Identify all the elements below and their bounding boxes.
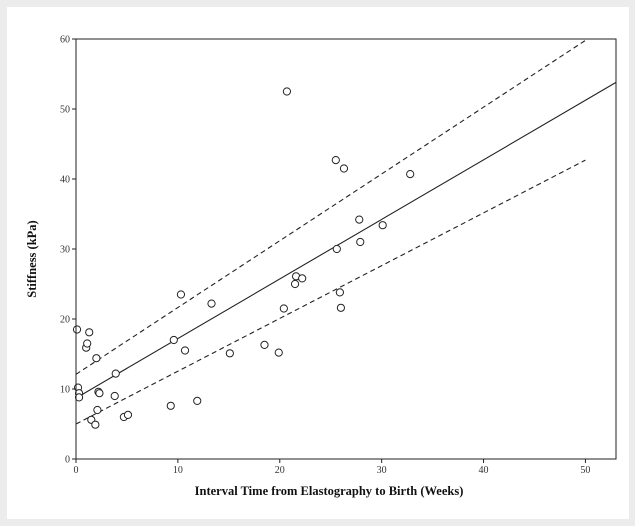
data-point xyxy=(92,354,101,363)
chart-panel: 0 10 20 30 40 50 0 10 20 30 40 50 60 Interval Time f… xyxy=(7,7,629,519)
data-point xyxy=(110,391,119,401)
data-point xyxy=(111,369,120,378)
data-point-group xyxy=(72,87,415,429)
y-tick-label: 40 xyxy=(60,175,70,186)
axes-group: 0 10 20 30 40 50 0 10 20 30 40 50 60 xyxy=(60,35,617,476)
data-point xyxy=(193,396,202,405)
data-point xyxy=(331,156,340,165)
data-point xyxy=(406,170,415,179)
data-point xyxy=(207,299,216,308)
data-point xyxy=(282,87,292,96)
x-tick-label: 20 xyxy=(275,465,285,476)
confidence-band-line xyxy=(75,159,586,425)
y-axis-label: Stiffness (kPa) xyxy=(25,220,39,297)
y-tick-label: 0 xyxy=(65,455,70,466)
data-point xyxy=(91,420,100,429)
x-tick-label: 40 xyxy=(479,465,489,476)
regression-line xyxy=(75,81,617,399)
data-point xyxy=(378,221,387,230)
confidence-band-group xyxy=(75,39,586,425)
data-point xyxy=(83,339,92,348)
data-point xyxy=(72,325,82,334)
data-point xyxy=(95,389,104,398)
data-point xyxy=(85,328,94,337)
data-point xyxy=(225,349,234,358)
y-tick-label: 60 xyxy=(60,35,70,46)
confidence-band-line xyxy=(75,39,586,375)
y-tick-label: 20 xyxy=(60,315,70,326)
x-tick-label: 10 xyxy=(173,465,183,476)
data-point xyxy=(93,405,102,415)
data-point xyxy=(336,303,346,312)
x-tick-label: 30 xyxy=(377,465,387,476)
data-point xyxy=(176,290,186,299)
data-point xyxy=(274,348,283,357)
data-point xyxy=(332,244,341,254)
data-point xyxy=(260,340,269,349)
data-point xyxy=(290,279,300,289)
scatter-chart: 0 10 20 30 40 50 0 10 20 30 40 50 60 Interval Time f… xyxy=(25,35,617,498)
data-point xyxy=(180,346,190,355)
data-point xyxy=(279,304,288,313)
x-axis-label: Interval Time from Elastography to Birth… xyxy=(195,484,464,498)
x-tick-label: 0 xyxy=(74,465,79,476)
data-point xyxy=(169,335,178,345)
data-point xyxy=(356,237,365,247)
regression-line-group xyxy=(75,81,617,399)
y-tick-label: 10 xyxy=(60,385,70,396)
x-tick-label: 50 xyxy=(580,465,590,476)
data-point xyxy=(339,164,349,173)
y-tick-label: 30 xyxy=(60,245,70,256)
y-tick-label: 50 xyxy=(60,105,70,116)
data-point xyxy=(123,410,133,419)
data-point xyxy=(166,401,175,410)
data-point xyxy=(74,393,84,402)
data-point xyxy=(355,215,364,224)
data-point xyxy=(298,274,307,283)
plot-frame xyxy=(75,38,617,460)
data-point xyxy=(335,288,344,297)
